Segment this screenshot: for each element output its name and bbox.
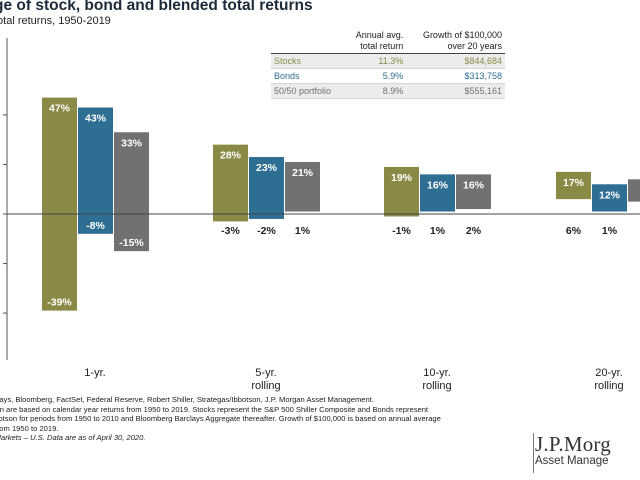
logo-main-text: J.P.Morg (535, 432, 611, 456)
legend-avg: 11.3% (344, 53, 407, 69)
legend-row-stocks: Stocks 11.3% $844,684 (271, 53, 505, 69)
legend-growth: $555,161 (406, 83, 505, 99)
max-label: 19% (391, 172, 413, 184)
bar-50-50-portfolio (114, 132, 149, 252)
max-label: 43% (85, 112, 107, 124)
bar-stocks (213, 144, 248, 222)
max-label: 47% (49, 103, 71, 115)
category-label: 1-yr. (84, 367, 105, 379)
footnote-line: s/Ibbotson for periods from 1950 to 2010… (0, 414, 441, 423)
max-label: 12% (599, 189, 621, 201)
category-label: 5-yr. (255, 367, 276, 379)
logo-sub-text: Asset Manage (535, 455, 609, 467)
chart-title: ge of stock, bond and blended total retu… (0, 0, 313, 14)
bar-bonds (592, 184, 627, 212)
category-label-line2: rolling (251, 380, 280, 392)
bar-stocks (384, 166, 419, 217)
legend-avg: 5.9% (344, 68, 407, 84)
legend-row-portfolio: 50/50 portfolio 8.9% $555,161 (271, 83, 505, 99)
min-label: -1% (392, 225, 411, 237)
footnote-line: shown are based on calendar year returns… (0, 404, 429, 414)
min-label: 1% (602, 225, 618, 237)
bar-bonds (420, 174, 455, 212)
footnote: Barclays, Bloomberg, FactSet, Federal Re… (0, 395, 502, 443)
legend-header-avg: Annual avg. total return (344, 30, 407, 54)
legend-row-bonds: Bonds 5.9% $313,758 (271, 68, 505, 84)
max-label: 28% (220, 150, 242, 162)
max-label: 17% (563, 177, 585, 189)
bar-stocks (42, 97, 77, 311)
min-label: 2% (466, 225, 482, 237)
max-label: 21% (292, 167, 314, 179)
min-label: -39% (47, 297, 72, 309)
category-label: 10-yr. (423, 367, 451, 379)
footnote-line: the Markets – U.S. Data are as of April … (0, 433, 146, 442)
legend-growth: $313,758 (406, 68, 505, 84)
legend-header-growth: Growth of $100,000 over 20 years (406, 30, 505, 54)
bar-50-50-portfolio (285, 161, 320, 212)
min-label: 1% (295, 225, 311, 237)
footnote-line: Barclays, Bloomberg, FactSet, Federal Re… (0, 395, 374, 404)
category-label: 20-yr. (595, 367, 623, 379)
max-label: 16% (463, 179, 485, 191)
max-label: 33% (121, 137, 143, 149)
min-label: -15% (119, 237, 144, 249)
returns-chart: 47% -39% 28% -3% 19% -1% 17% 6% 43% -8% 23% -2% 16% 1… (3, 38, 640, 392)
max-label: 16% (427, 179, 449, 191)
company-logo: J.P.Morg Asset Manage (535, 432, 611, 467)
min-label: 6% (566, 225, 582, 237)
legend-name: Bonds (271, 68, 345, 84)
legend-name: Stocks (271, 53, 345, 69)
min-label: -8% (86, 220, 105, 232)
max-label: 23% (256, 162, 278, 174)
category-label-line2: rolling (594, 380, 623, 392)
logo-divider (533, 433, 534, 473)
bar-50-50-portfolio (456, 174, 491, 210)
legend-avg: 8.9% (344, 83, 407, 99)
summary-table: Annual avg. total return Growth of $100,0… (271, 30, 505, 99)
bar-bonds (78, 107, 113, 234)
bar-stocks (556, 171, 591, 200)
bar-bonds (249, 157, 284, 219)
min-label: -3% (221, 225, 240, 237)
min-label: -2% (257, 225, 276, 237)
category-label-line2: rolling (422, 380, 451, 392)
chart-subtitle: total returns, 1950-2019 (0, 15, 111, 27)
min-label: 1% (430, 225, 446, 237)
bar-50-50-portfolio (628, 179, 640, 202)
footnote-line: rns from 1950 to 2019. (0, 423, 59, 433)
legend-growth: $844,684 (406, 53, 505, 69)
legend-name: 50/50 portfolio (271, 83, 345, 99)
legend-header-blank (271, 30, 345, 54)
